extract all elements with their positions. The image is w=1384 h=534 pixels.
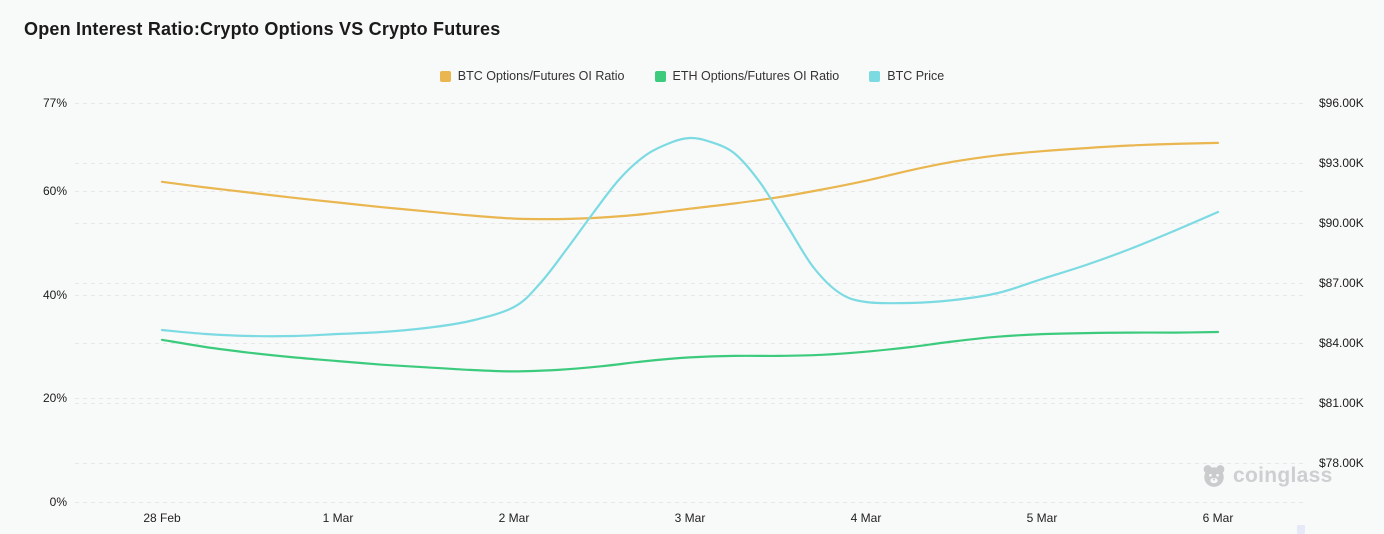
right-axis-tick: $84.00K	[1319, 336, 1364, 350]
x-axis-tick: 3 Mar	[674, 511, 706, 525]
x-axis-tick: 28 Feb	[143, 511, 181, 525]
left-axis-tick: 60%	[42, 184, 67, 199]
left-axis-tick: 0%	[49, 495, 67, 509]
left-axis-tick: 40%	[42, 287, 67, 302]
left-axis-tick: 77%	[42, 96, 67, 110]
legend-item-btc-oi-ratio[interactable]: BTC Options/Futures OI Ratio	[439, 69, 625, 83]
x-axis-tick: 1 Mar	[322, 511, 354, 525]
legend-label-btc-oi-ratio: BTC Options/Futures OI Ratio	[457, 69, 625, 83]
right-axis-tick: $87.00K	[1319, 276, 1364, 290]
legend-label-btc-price: BTC Price	[887, 69, 945, 83]
legend-swatch-btc-oi-ratio-icon	[439, 70, 451, 82]
legend: BTC Options/Futures OI Ratio ETH Options…	[0, 69, 1384, 83]
legend-label-eth-oi-ratio: ETH Options/Futures OI Ratio	[672, 69, 840, 83]
watermark-brand-text: coinglass	[1233, 464, 1333, 487]
right-axis-tick: $78.00K	[1319, 456, 1364, 470]
legend-item-btc-price[interactable]: BTC Price	[869, 69, 944, 83]
x-axis-tick: 5 Mar	[1026, 511, 1058, 525]
series-line-2[interactable]	[160, 136, 1220, 338]
x-axis-tick: 6 Mar	[1202, 511, 1234, 525]
right-axis-tick: $93.00K	[1319, 156, 1364, 170]
series-line-1[interactable]	[160, 330, 1220, 373]
datazoom-handle[interactable]	[1297, 525, 1305, 534]
x-axis-tick: 4 Mar	[850, 511, 882, 525]
watermark: coinglass	[1201, 463, 1333, 489]
legend-item-eth-oi-ratio[interactable]: ETH Options/Futures OI Ratio	[654, 69, 840, 83]
x-axis-tick: 2 Mar	[498, 511, 530, 525]
coinglass-bear-logo-icon	[1203, 465, 1225, 487]
right-axis-tick: $96.00K	[1319, 96, 1364, 110]
series-line-0[interactable]	[160, 141, 1220, 221]
right-axis-tick: $90.00K	[1319, 216, 1364, 230]
legend-swatch-eth-oi-ratio-icon	[654, 70, 666, 82]
legend-swatch-btc-price-icon	[869, 70, 881, 82]
left-axis-tick: 20%	[42, 391, 67, 406]
right-axis-tick: $81.00K	[1319, 396, 1364, 410]
chart-title: Open Interest Ratio:Crypto Options VS Cr…	[24, 19, 501, 39]
